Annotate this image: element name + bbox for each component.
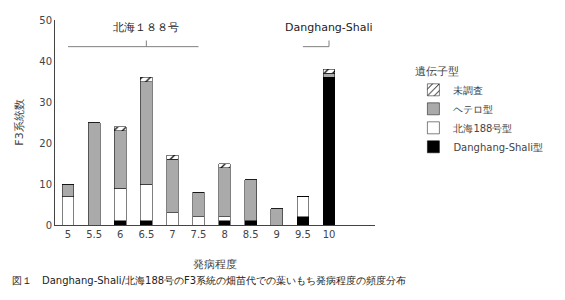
svg-text:F3系統数: F3系統数 [13, 99, 26, 145]
svg-text:8.5: 8.5 [243, 229, 259, 240]
svg-text:Danghang-Shali: Danghang-Shali [285, 21, 373, 34]
svg-text:5: 5 [65, 229, 71, 240]
svg-text:6.5: 6.5 [138, 229, 154, 240]
svg-text:20: 20 [39, 138, 52, 149]
svg-text:10: 10 [39, 179, 52, 190]
svg-text:30: 30 [39, 97, 52, 108]
svg-text:未調査: 未調査 [453, 85, 483, 96]
svg-text:Danghang-Shali型: Danghang-Shali型 [453, 142, 543, 153]
svg-text:ヘテロ型: ヘテロ型 [453, 104, 493, 115]
svg-text:5.5: 5.5 [86, 229, 102, 240]
svg-text:7: 7 [169, 229, 175, 240]
svg-text:6: 6 [117, 229, 123, 240]
svg-text:9.5: 9.5 [295, 229, 311, 240]
svg-text:遺伝子型: 遺伝子型 [415, 65, 459, 78]
svg-text:8: 8 [221, 229, 227, 240]
svg-text:発病程度: 発病程度 [193, 258, 237, 271]
svg-text:10: 10 [323, 229, 336, 240]
svg-text:40: 40 [39, 56, 52, 67]
svg-text:7.5: 7.5 [191, 229, 207, 240]
svg-text:9: 9 [274, 229, 280, 240]
svg-text:0: 0 [46, 220, 52, 231]
svg-text:50: 50 [39, 15, 52, 26]
svg-text:北海１８８号: 北海１８８号 [113, 21, 179, 34]
svg-text:図１ Danghang-Shali/北海188号のF3系統の: 図１ Danghang-Shali/北海188号のF3系統の畑苗代での葉いもち発… [12, 275, 406, 286]
svg-text:北海188号型: 北海188号型 [453, 123, 512, 134]
